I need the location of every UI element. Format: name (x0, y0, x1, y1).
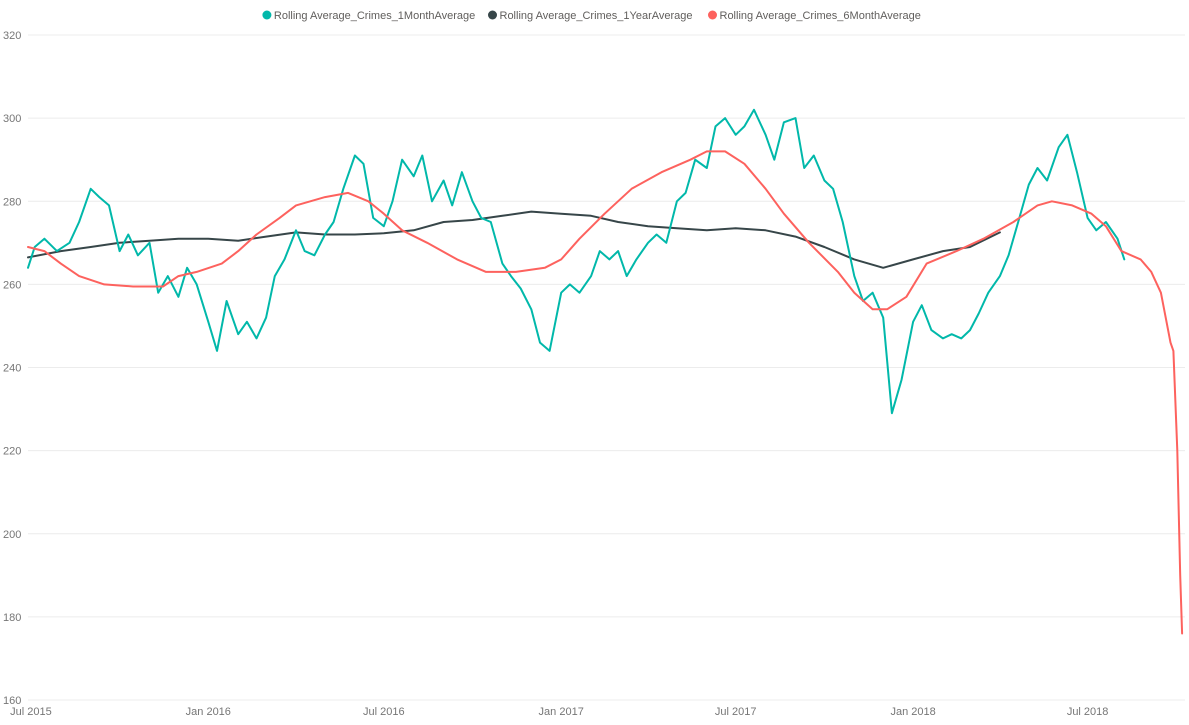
series-line-1 (27, 210, 1001, 269)
legend-label: Rolling Average_Crimes_1YearAverage (500, 10, 693, 22)
y-tick-label: 200 (3, 529, 21, 541)
x-tick-label: Jan 2018 (890, 706, 935, 718)
series-line-0 (27, 108, 1126, 415)
legend-item[interactable]: Rolling Average_Crimes_1MonthAverage (262, 10, 475, 22)
x-tick-label: Jul 2017 (715, 706, 757, 718)
series-line-2 (27, 150, 1184, 635)
x-tick-label: Jul 2018 (1067, 706, 1109, 718)
x-tick-label: Jan 2017 (539, 706, 584, 718)
legend-item[interactable]: Rolling Average_Crimes_1YearAverage (488, 10, 693, 22)
y-tick-label: 160 (3, 695, 21, 707)
legend-label: Rolling Average_Crimes_6MonthAverage (720, 10, 921, 22)
legend-marker (262, 10, 272, 20)
x-tick-label: Jul 2016 (363, 706, 405, 718)
y-tick-label: 260 (3, 279, 21, 291)
legend-marker (708, 10, 717, 20)
y-tick-label: 300 (3, 113, 21, 125)
y-axis: 160 180 200 220 240 260 280 300 320 (3, 30, 21, 707)
gridlines (28, 34, 1185, 701)
y-tick-label: 220 (3, 446, 21, 458)
y-tick-label: 240 (3, 363, 21, 375)
legend-marker (488, 10, 497, 20)
legend-label: Rolling Average_Crimes_1MonthAverage (274, 10, 475, 22)
legend-item[interactable]: Rolling Average_Crimes_6MonthAverage (708, 10, 921, 22)
legend: Rolling Average_Crimes_1MonthAverage Roll… (262, 10, 921, 22)
x-tick-label: Jul 2015 (10, 706, 52, 718)
y-tick-label: 280 (3, 196, 21, 208)
y-tick-label: 180 (3, 612, 21, 624)
series-lines (27, 108, 1184, 635)
y-tick-label: 320 (3, 30, 21, 42)
x-axis: Jul 2015 Jan 2016 Jul 2016 Jan 2017 Jul 2017… (10, 706, 1108, 718)
x-tick-label: Jan 2016 (186, 706, 231, 718)
